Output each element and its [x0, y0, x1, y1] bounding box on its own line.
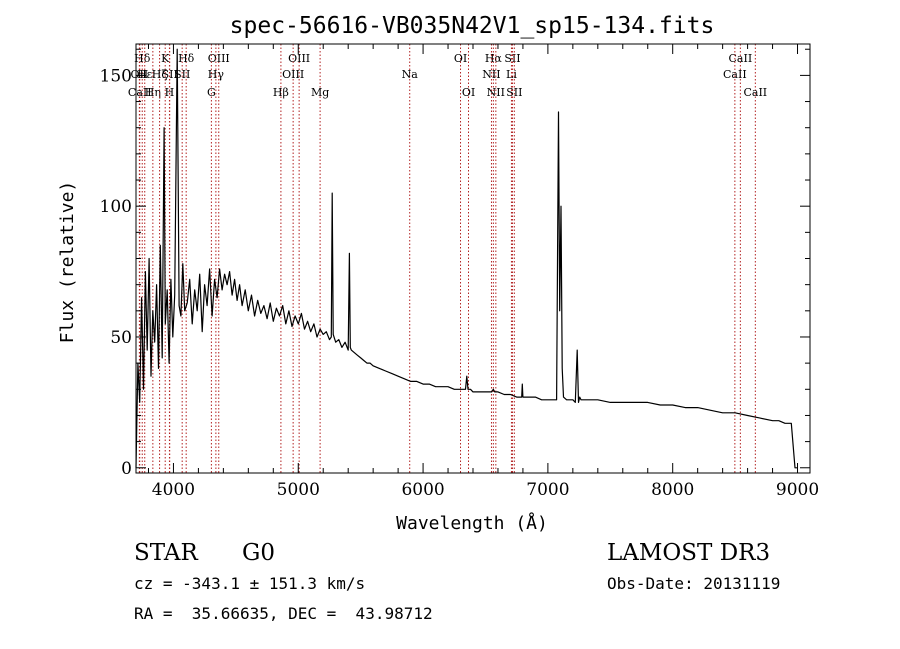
chart-title: spec-56616-VB035N42V1_sp15-134.fits [230, 13, 715, 39]
x-tick-label: 4000 [152, 480, 195, 500]
line-label: OIII [288, 52, 310, 65]
line-label: NII [487, 86, 505, 99]
redshift-value: cz = -343.1 ± 151.3 km/s [134, 574, 366, 593]
y-tick-label: 0 [121, 459, 132, 479]
line-label: Li [506, 68, 517, 81]
x-tick-label: 9000 [776, 480, 819, 500]
line-label: H [165, 86, 175, 99]
line-label: Hε [137, 68, 153, 81]
line-label: SII [162, 68, 178, 81]
y-tick-label: 100 [100, 197, 132, 217]
y-tick-label: 50 [110, 328, 132, 348]
line-label: SII [506, 86, 522, 99]
line-label: Na [402, 68, 419, 81]
line-label: K [161, 52, 170, 65]
plot-frame [135, 43, 811, 474]
line-label: OII [131, 68, 149, 81]
line-label: Hη [145, 86, 161, 99]
axes: 4000 5000 6000 7000 8000 9000 0 50 100 150 [100, 43, 819, 500]
sky-coordinates: RA = 35.66635, DEC = 43.98712 [134, 604, 433, 623]
x-axis-label: Wavelength (Å) [396, 512, 548, 534]
line-label: Hδ [134, 52, 151, 65]
x-tick-label: 5000 [277, 480, 320, 500]
line-label: CaII [743, 86, 767, 99]
line-label: CaII [729, 52, 753, 65]
x-tick-label: 6000 [401, 480, 444, 500]
line-label: CaII [723, 68, 747, 81]
line-label: OI [462, 86, 475, 99]
x-tick-label: 7000 [526, 480, 569, 500]
line-label: Hγ [208, 68, 225, 81]
x-tick-label: 8000 [651, 480, 694, 500]
observation-date: Obs-Date: 20131119 [607, 574, 781, 593]
line-label: OI [454, 52, 467, 65]
line-label: Mg [311, 86, 329, 99]
line-label: Hα [485, 52, 503, 65]
line-label: CaII [128, 86, 152, 99]
y-tick-label: 150 [100, 66, 132, 86]
line-label: Hζ [152, 68, 168, 81]
line-label: G [207, 86, 216, 99]
object-class: STAR [134, 540, 198, 566]
spectrum-line [135, 48, 798, 469]
survey-name: LAMOST DR3 [607, 540, 771, 566]
line-label: SII [504, 52, 520, 65]
line-label: OIII [208, 52, 230, 65]
object-subclass: G0 [242, 540, 276, 566]
spectrum-chart: spec-56616-VB035N42V1_sp15-134.fits Hδ OI… [57, 13, 819, 534]
emission-line-markers: HδOIICaIIHεHηKHζSIIHHδSIIOIIIHγGOIIIOIII… [128, 44, 767, 473]
line-label: OIII [282, 68, 304, 81]
spectrum-series [135, 48, 798, 469]
y-axis-label: Flux (relative) [57, 181, 78, 344]
line-label: NII [482, 68, 500, 81]
line-label: Hδ [178, 52, 195, 65]
line-label: SII [174, 68, 190, 81]
line-label: Hβ [273, 86, 289, 99]
